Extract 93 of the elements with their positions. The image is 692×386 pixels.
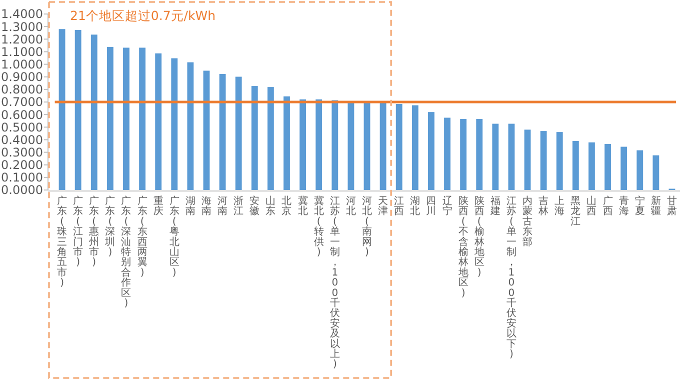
annotation: 21个地区超过0.7元/kWh — [70, 8, 216, 23]
bar — [74, 30, 82, 190]
x-tick-label: 四川 — [426, 196, 436, 218]
x-tick-label: 广东(粤北山区) — [169, 195, 180, 278]
y-tick-label: 1.3000 — [1, 20, 43, 34]
y-tick-label: 0.7000 — [1, 95, 43, 110]
y-tick-label: 1.1000 — [1, 44, 43, 59]
x-tick-label: 广东(深圳) — [104, 195, 116, 258]
category-label: 江苏(单一制，100千伏安及以上) — [330, 196, 340, 370]
x-tick-label: 甘肃 — [666, 195, 677, 218]
bar — [284, 96, 290, 190]
x-tick-label: 宁夏 — [634, 195, 645, 218]
x-tick-label: 重庆 — [153, 195, 164, 218]
x-tick-label: 辽宁 — [442, 195, 452, 218]
bar — [652, 155, 660, 190]
y-tick-label: 1.0000 — [1, 57, 43, 72]
bar — [203, 70, 210, 190]
bar — [412, 105, 418, 190]
bar — [476, 118, 483, 190]
bar — [106, 46, 114, 190]
bar — [620, 146, 628, 190]
y-tick-label: 1.4000 — [1, 7, 43, 22]
bar — [155, 53, 162, 190]
x-tick-label: 江西 — [394, 195, 404, 218]
y-tick-label: 0.1000 — [1, 170, 43, 185]
y-tick-label: 0.9000 — [1, 70, 43, 84]
y-tick-label: 0.8000 — [1, 82, 43, 97]
bar — [636, 150, 644, 190]
x-tick-label: 黑龙江 — [570, 196, 581, 228]
x-tick-label: 吉林 — [538, 195, 549, 218]
bar — [187, 62, 194, 190]
bar — [171, 58, 178, 190]
x-tick-label: 北京 — [282, 195, 292, 218]
bar — [556, 132, 563, 190]
x-tick-label: 青海 — [618, 195, 629, 218]
x-tick-label: 山西 — [586, 195, 597, 218]
bar — [524, 130, 531, 190]
bar — [364, 102, 370, 190]
y-tick-label: 0.0000 — [1, 183, 43, 198]
x-tick-label: 广西 — [602, 195, 613, 218]
x-tick-label: 广东(东西两翼) — [137, 195, 148, 278]
x-tick-label: 湖北 — [410, 195, 420, 218]
y-tick-label: 0.5000 — [1, 120, 43, 134]
bar — [492, 124, 499, 190]
x-tick-label: 冀北(转供) — [314, 195, 324, 258]
x-tick-label: 天津 — [378, 196, 388, 218]
bar — [251, 86, 258, 190]
category-label: 广东(深汕特别合作区) — [121, 196, 132, 309]
bar — [572, 140, 579, 190]
y-tick-label: 0.6000 — [1, 108, 43, 122]
bar — [348, 101, 354, 190]
x-tick-label: 浙江 — [234, 195, 244, 218]
bar — [444, 118, 450, 190]
y-tick-label: 0.3000 — [1, 145, 43, 160]
x-tick-label: 河北(南网) — [362, 195, 372, 258]
category-label: 江苏(单一制，100千伏安以下) — [506, 196, 516, 360]
bar — [460, 118, 467, 190]
x-tick-label: 冀北 — [298, 195, 308, 218]
y-tick-label: 0.2000 — [1, 158, 43, 172]
x-tick-label: 新疆 — [650, 195, 661, 218]
x-tick-label: 上海 — [554, 195, 565, 218]
x-tick-label: 海南 — [201, 195, 212, 218]
bar — [58, 29, 66, 190]
x-tick-label: 广东(江门市) — [73, 195, 84, 268]
bar — [540, 131, 547, 190]
bar — [380, 102, 386, 190]
bar — [235, 76, 242, 190]
y-tick-label: 0.4000 — [1, 132, 43, 147]
bar — [90, 34, 98, 190]
bar — [604, 144, 611, 190]
bar — [428, 112, 434, 190]
bar — [588, 142, 595, 190]
x-tick-label: 山东 — [266, 195, 276, 218]
x-tick-label: 湖南 — [185, 195, 196, 218]
bar — [123, 48, 130, 190]
y-tick-label: 1.2000 — [1, 32, 43, 46]
bar — [300, 99, 306, 190]
x-tick-label: 河南 — [218, 195, 228, 218]
category-label: 广东(珠三角五市) — [57, 196, 68, 289]
x-tick-label: 陕西(榆林地区) — [473, 195, 484, 278]
bar — [267, 87, 274, 190]
bar — [396, 104, 402, 190]
bar — [332, 100, 338, 190]
bar — [219, 74, 226, 190]
x-tick-label: 安徽 — [250, 195, 260, 218]
category-label: 陕西(不含榆林地区) — [458, 196, 468, 299]
bar — [139, 48, 146, 190]
x-tick-label: 内蒙古东部 — [522, 195, 533, 248]
x-tick-label: 广东(惠州市) — [88, 195, 100, 268]
bar — [508, 124, 515, 190]
x-tick-label: 河北 — [346, 195, 356, 218]
bar — [316, 99, 322, 190]
x-tick-label: 福建 — [489, 195, 500, 218]
